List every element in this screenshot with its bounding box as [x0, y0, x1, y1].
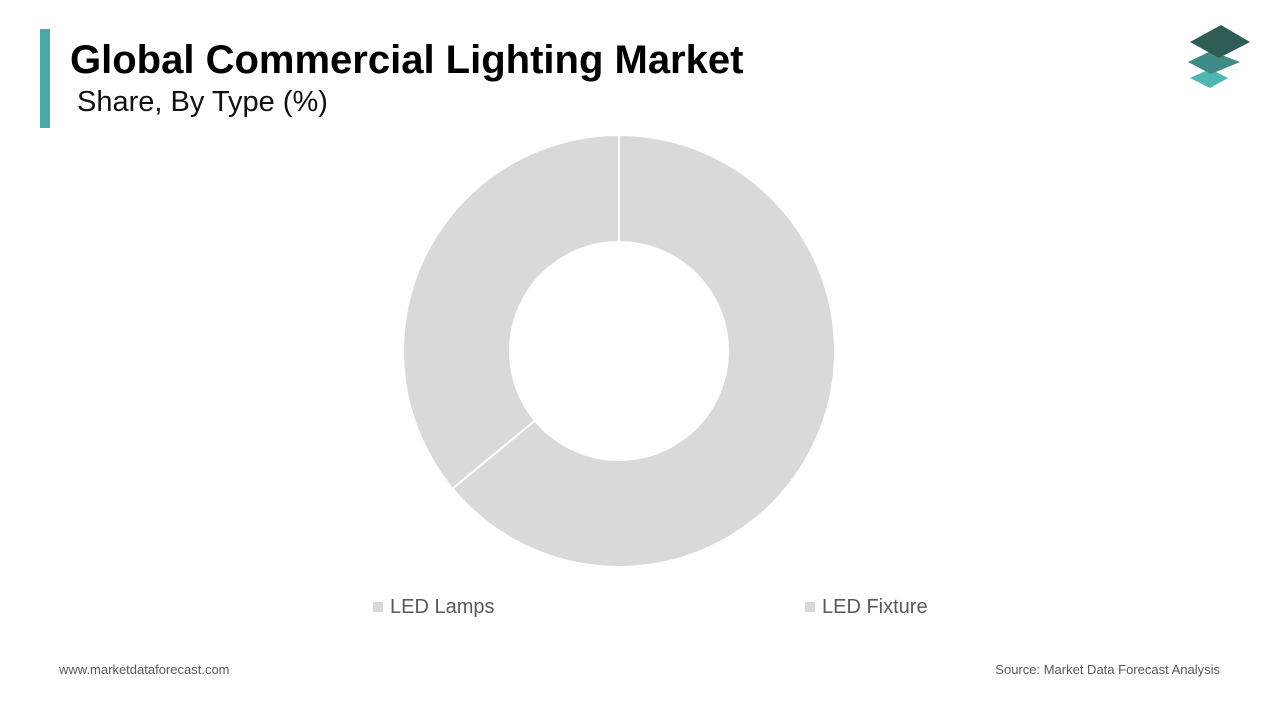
chart-title: Global Commercial Lighting Market: [70, 38, 744, 82]
legend-label-led-fixture: LED Fixture: [822, 595, 928, 618]
footer-website: www.marketdataforecast.com: [59, 662, 230, 677]
donut-slice-led-fixture: [451, 133, 836, 568]
donut-slice-led-lamps: [402, 133, 620, 491]
footer-source: Source: Market Data Forecast Analysis: [995, 662, 1220, 677]
title-accent-bar: [40, 29, 50, 128]
legend-swatch-led-lamps: [373, 602, 383, 612]
logo-layer-mid: [1188, 51, 1240, 74]
logo-layer-light: [1190, 69, 1228, 88]
legend-swatch-led-fixture: [805, 602, 815, 612]
chart-subtitle: Share, By Type (%): [77, 86, 328, 118]
legend-item-led-lamps: LED Lamps: [373, 594, 495, 620]
legend-item-led-fixture: LED Fixture: [805, 594, 928, 620]
company-logo-icon: [1188, 25, 1250, 88]
donut-slices: [402, 133, 836, 568]
legend-label-led-lamps: LED Lamps: [390, 595, 495, 618]
logo-layer-dark: [1190, 25, 1250, 58]
